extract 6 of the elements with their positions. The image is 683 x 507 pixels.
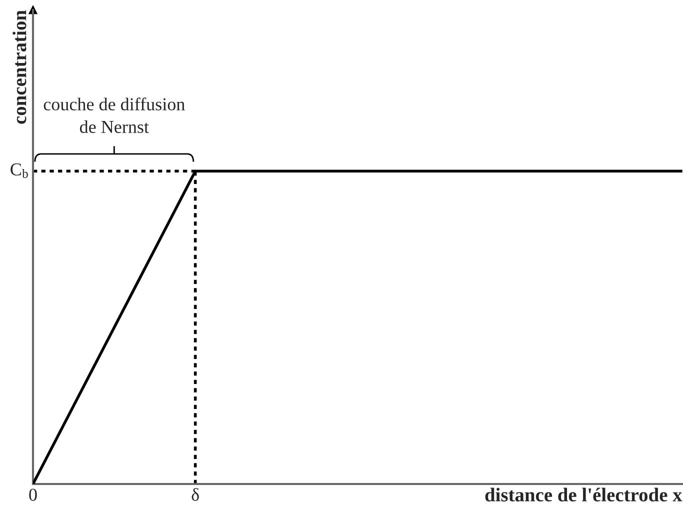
x-axis-title: distance de l'électrode x (485, 488, 682, 502)
x-tick-label: δ (192, 488, 199, 501)
text: couche de diffusion de Nernst (44, 98, 185, 134)
x-tick-label: 0 (29, 488, 37, 501)
y-axis-title: concentration (12, 10, 26, 124)
ref-line-label: C$_{b}$ (10, 163, 28, 178)
